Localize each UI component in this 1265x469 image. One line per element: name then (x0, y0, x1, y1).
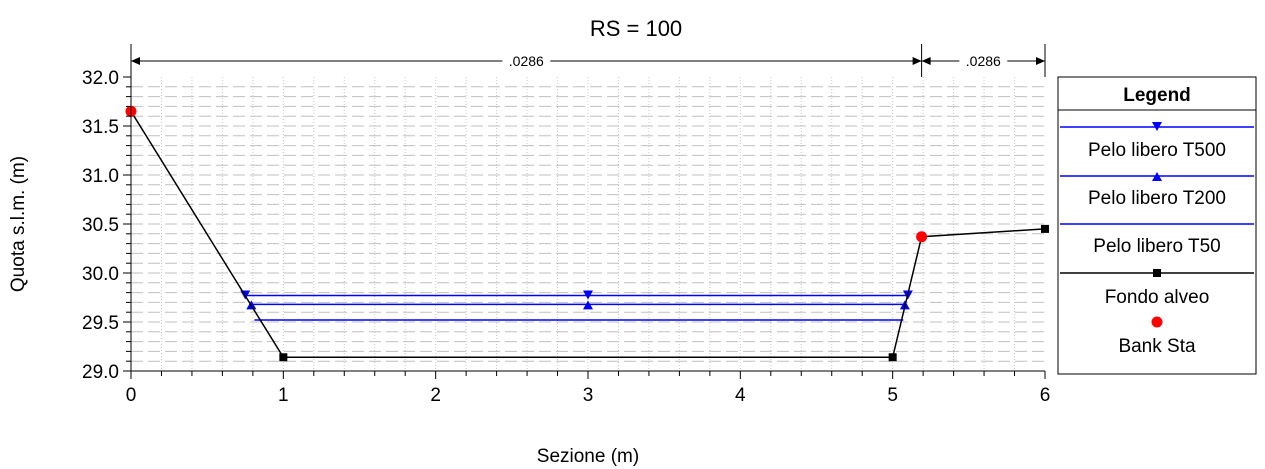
y-tick-label: 30.5 (82, 215, 119, 236)
legend-entry-pelo-libero-t500-marker (1152, 122, 1162, 131)
legend-entry-fondo-alveo-label: Fondo alveo (1105, 287, 1210, 308)
manning-arrowhead (912, 57, 922, 65)
y-tick-label: 30.0 (82, 264, 119, 285)
x-tick-label: 6 (1040, 385, 1051, 406)
y-tick-label: 29.0 (82, 362, 119, 383)
x-tick-label: 5 (887, 385, 898, 406)
legend-title: Legend (1123, 85, 1191, 106)
series-marker-pelo-libero-t500 (583, 290, 593, 300)
grid (131, 77, 1045, 371)
x-tick-label: 1 (278, 385, 289, 406)
series-marker-fondo-alveo (1041, 224, 1049, 233)
y-tick-label: 32.0 (82, 68, 119, 89)
manning-label: .0286 (966, 53, 1001, 69)
x-tick-label: 2 (430, 385, 441, 406)
series-marker-fondo-alveo (279, 353, 288, 362)
x-tick-label: 3 (583, 385, 594, 406)
legend-entry-bank-sta-label: Bank Sta (1118, 336, 1196, 357)
manning-label: .0286 (509, 53, 544, 69)
manning-arrowhead (921, 57, 931, 65)
series-layer (125, 105, 1049, 362)
manning-arrowhead (1036, 57, 1045, 65)
legend-entry-pelo-libero-t50-label: Pelo libero T50 (1093, 236, 1220, 257)
y-tick-label: 31.5 (82, 117, 119, 138)
y-tick-label: 29.5 (82, 313, 119, 334)
y-axis-label: Quota s.l.m. (m) (8, 156, 29, 292)
series-marker-bank-sta (916, 231, 928, 243)
legend-entry-pelo-libero-t200-label: Pelo libero T200 (1088, 188, 1226, 209)
y-tick-label: 31.0 (82, 166, 119, 187)
legend-box (1057, 76, 1257, 375)
legend: Legend Pelo libero T500 Pelo libero T200 P… (1057, 76, 1257, 375)
x-axis-label: Sezione (m) (537, 446, 639, 467)
manning-arrowhead (131, 57, 140, 65)
legend-entry-fondo-alveo-marker (1153, 269, 1161, 277)
legend-entry-pelo-libero-t500-label: Pelo libero T500 (1088, 140, 1226, 161)
manning-annotations: .0286 .0286 (130, 44, 1046, 77)
series-marker-pelo-libero-t200 (583, 300, 593, 310)
series-marker-fondo-alveo (888, 353, 897, 362)
chart-title: RS = 100 (590, 16, 682, 41)
x-tick-label: 0 (126, 385, 137, 406)
axes: 0 1 2 3 4 5 6 29.0 29.5 30.0 30.5 31.0 31.5 32.0 (82, 68, 1050, 406)
legend-entry-pelo-libero-t200-marker (1152, 172, 1162, 181)
legend-entry-bank-sta-marker (1151, 316, 1163, 328)
x-tick-label: 4 (735, 385, 746, 406)
